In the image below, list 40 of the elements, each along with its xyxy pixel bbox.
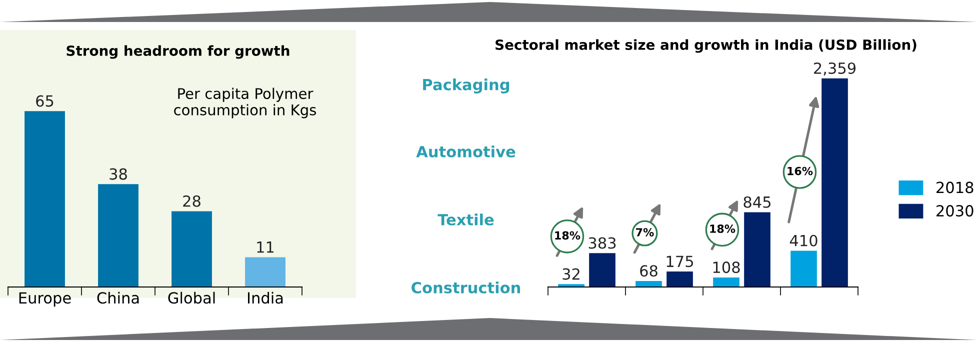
text: Textile: [438, 214, 494, 226]
data-label: 11: [257, 242, 274, 253]
x-tick-label: India: [248, 292, 283, 304]
bar: [589, 253, 616, 287]
bar: [24, 111, 65, 287]
bar: [98, 184, 138, 287]
data-label: 65: [36, 95, 54, 107]
legend-label: 2018: [936, 182, 974, 194]
data-label: 108: [713, 262, 740, 274]
data-label: 28: [183, 195, 200, 207]
data-label: 38: [110, 168, 127, 180]
bar: [713, 277, 740, 287]
chart-title: Sectoral market size and growth in India (USD Billion): [496, 39, 916, 53]
chart-title: Strong headroom for growth: [66, 45, 290, 59]
bar: [790, 250, 817, 287]
annotation: Per capita Polymer consumption in Kgs: [174, 88, 316, 118]
data-label: 845: [744, 196, 770, 208]
bar: [636, 280, 662, 287]
bar: [245, 257, 286, 287]
data-label: 175: [666, 256, 693, 268]
x-tick-label: China: [97, 292, 139, 304]
x-tick-label: Global: [168, 292, 215, 304]
bar: [744, 212, 770, 287]
text: Construction: [412, 282, 520, 294]
annotation: 18%: [555, 231, 580, 240]
text: Automotive: [416, 146, 516, 158]
data-label: 410: [790, 234, 818, 246]
annotation: 16%: [788, 166, 813, 176]
bar: [666, 272, 693, 287]
data-label: 32: [562, 268, 580, 280]
text: Packaging: [423, 78, 510, 94]
x-tick-label: Europe: [19, 292, 71, 307]
data-label: 2,359: [814, 62, 856, 76]
annotation: 7%: [636, 228, 654, 236]
legend-label: 2030: [936, 205, 974, 217]
data-label: 383: [588, 237, 616, 249]
bar: [172, 211, 212, 287]
data-label: 68: [640, 265, 658, 277]
annotation: 18%: [710, 224, 736, 233]
bar: [822, 78, 848, 287]
